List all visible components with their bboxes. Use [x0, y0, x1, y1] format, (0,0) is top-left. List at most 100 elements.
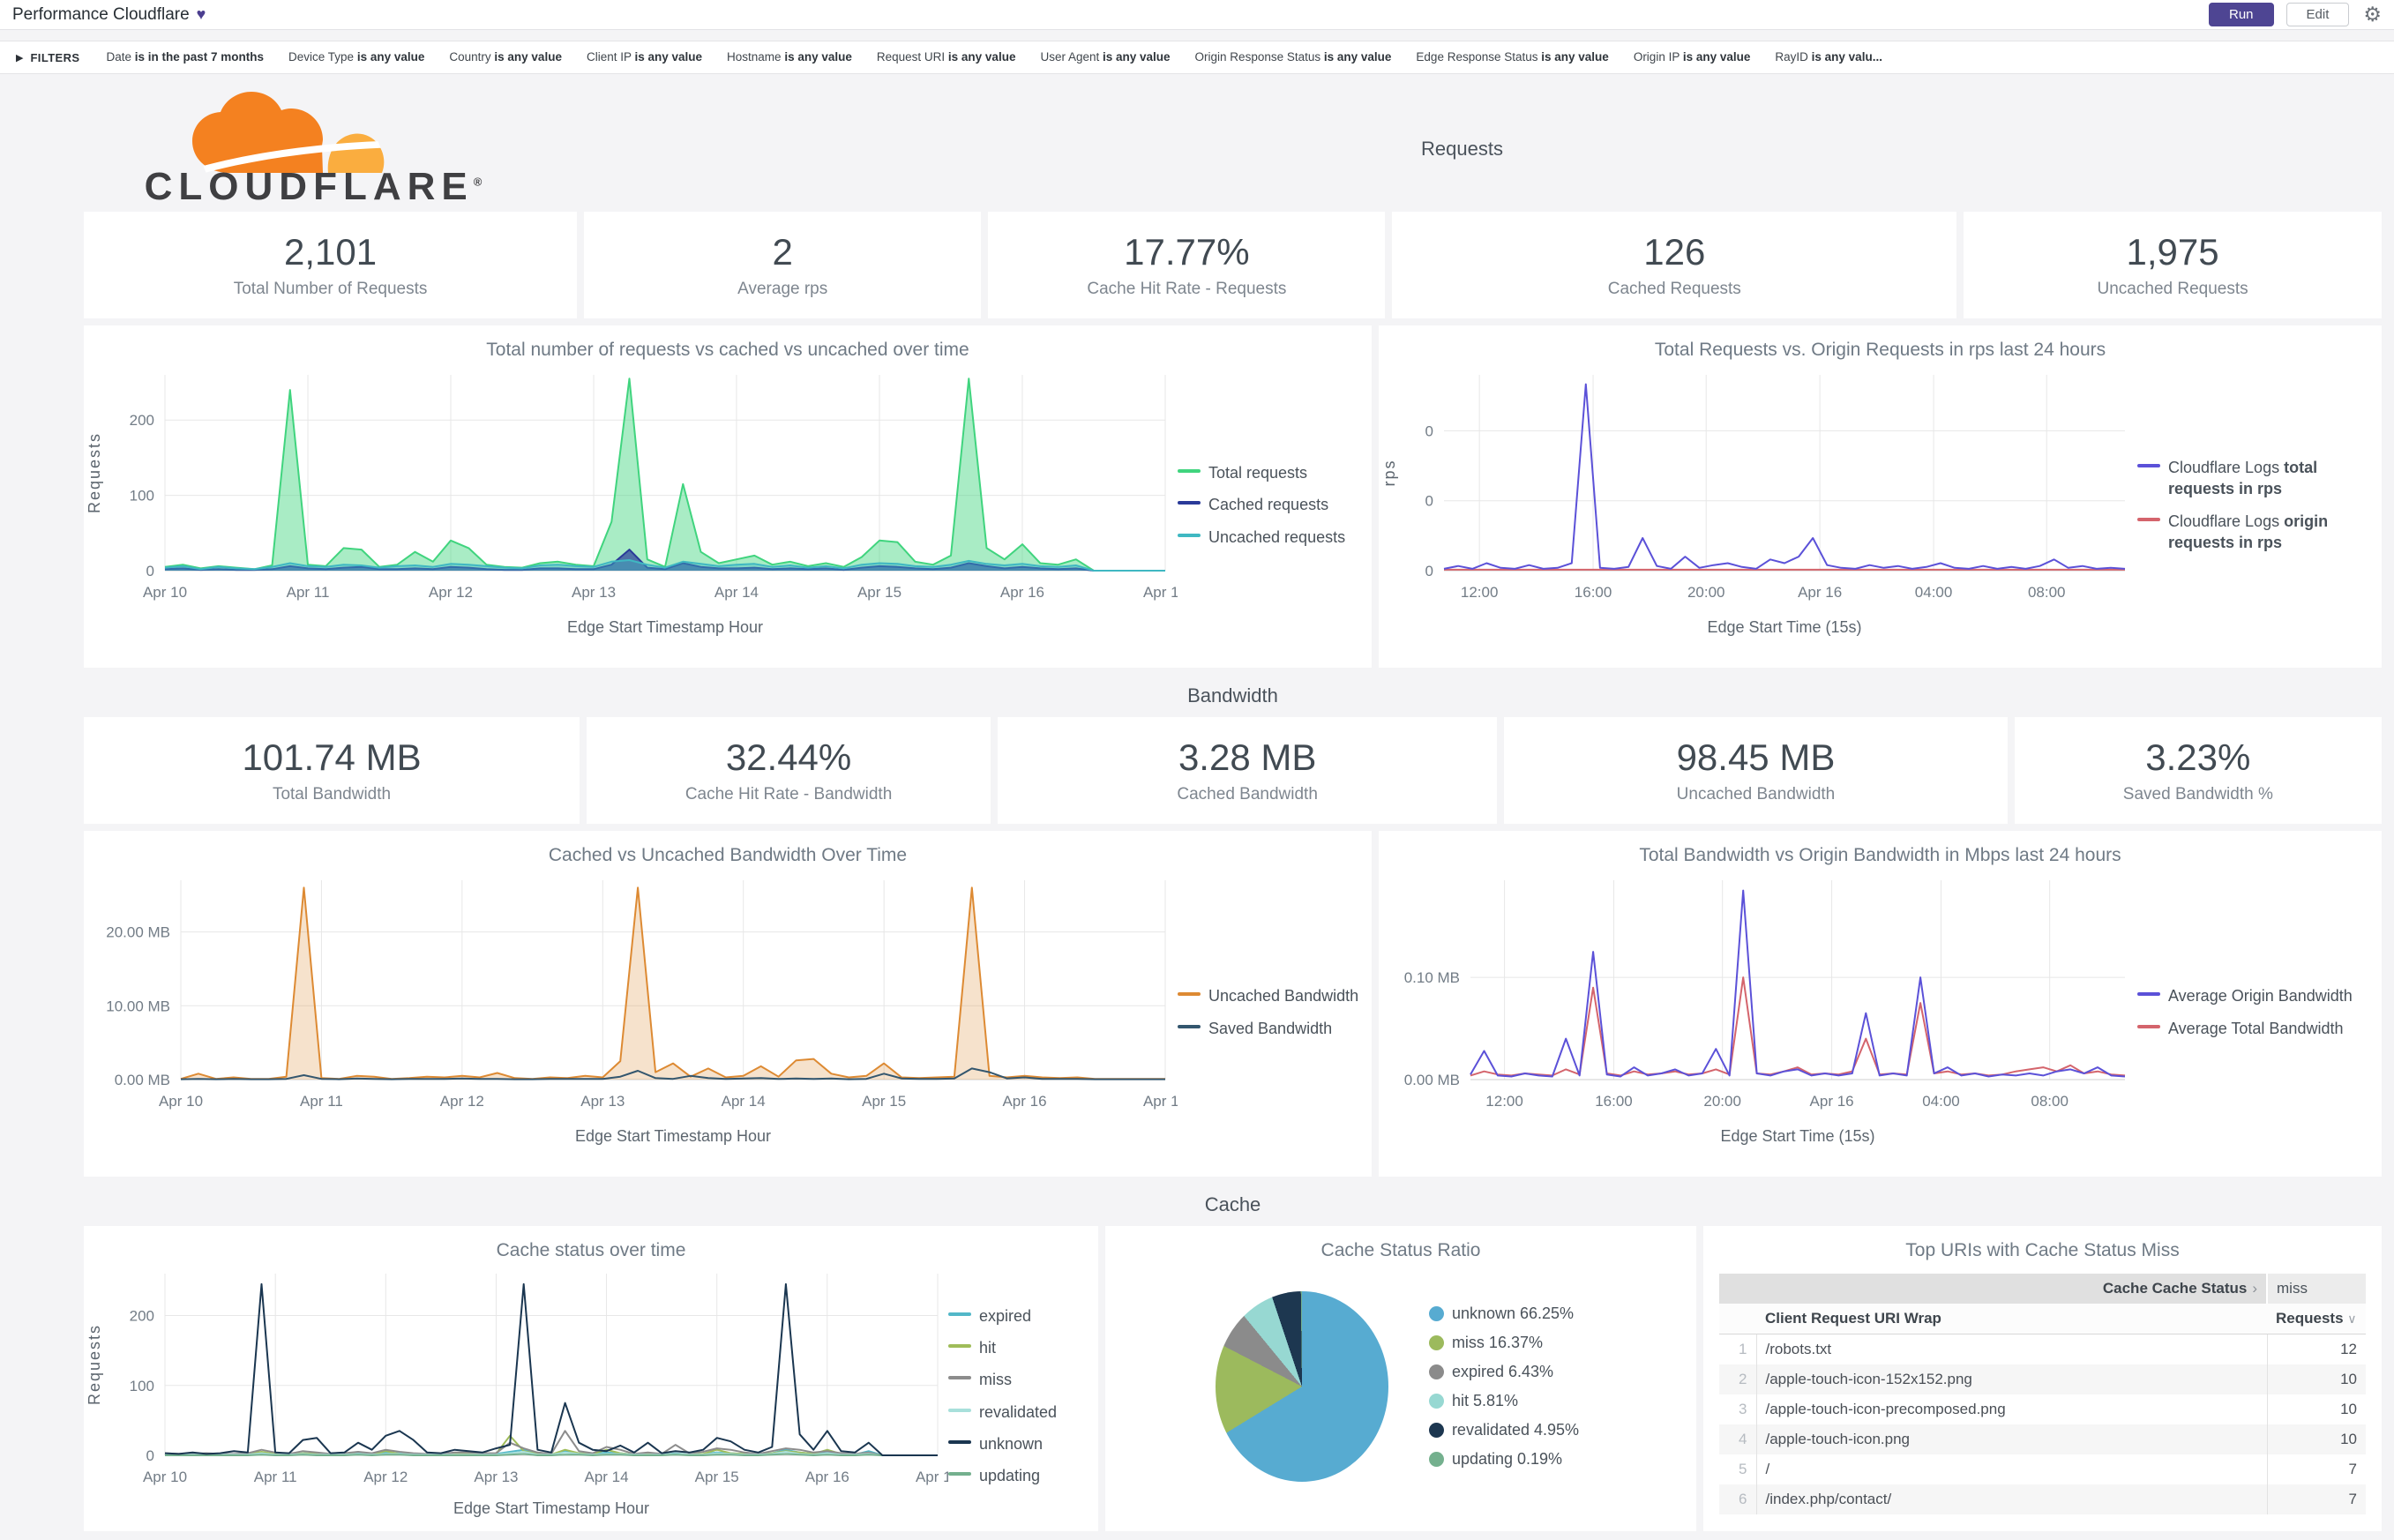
- svg-text:0: 0: [1425, 422, 1433, 439]
- table-row: 4/apple-touch-icon.png 10: [1719, 1424, 2366, 1454]
- legend-item[interactable]: expired: [948, 1305, 1057, 1327]
- filter-chip[interactable]: Request URI is any value: [876, 50, 1016, 64]
- legend-label: Saved Bandwidth: [1208, 1019, 1333, 1037]
- kpi-tile[interactable]: 2 Average rps: [584, 212, 982, 318]
- kpi-tile[interactable]: 2,101 Total Number of Requests: [84, 212, 578, 318]
- uri-cell[interactable]: /index.php/contact/: [1765, 1491, 1892, 1507]
- filter-chip[interactable]: Hostname is any value: [727, 50, 852, 64]
- chart-legend: expired hit miss revalidated unknown updating: [948, 1305, 1064, 1487]
- bandwidth-24h-chart[interactable]: 12:00 16:00 20:00 Apr 16 04:00 08:00 0.00 MB 0.…: [1379, 866, 2137, 1158]
- pivot-field-label[interactable]: Cache Cache Status ›: [1719, 1274, 2268, 1304]
- uri-cell[interactable]: /apple-touch-icon-152x152.png: [1765, 1371, 1972, 1387]
- uri-cell[interactable]: /apple-touch-icon-precomposed.png: [1765, 1401, 2006, 1417]
- filter-chip[interactable]: RayID is any valu...: [1775, 50, 1882, 64]
- filter-chip[interactable]: Country is any value: [449, 50, 562, 64]
- table-title: Top URIs with Cache Status Miss: [1905, 1240, 2180, 1260]
- kpi-value: 3.28 MB: [1178, 736, 1317, 779]
- legend-item[interactable]: Uncached requests: [1178, 527, 1345, 548]
- requests-cell[interactable]: 7: [2266, 1454, 2366, 1484]
- uri-cell[interactable]: /robots.txt: [1765, 1341, 1832, 1357]
- bandwidth-over-time-chart[interactable]: Apr 10 Apr 11 Apr 12 Apr 13 Apr 14 Apr 15 Apr …: [84, 866, 1187, 1158]
- gear-icon[interactable]: ⚙: [2363, 3, 2382, 26]
- kpi-value: 98.45 MB: [1676, 736, 1836, 779]
- legend-item[interactable]: unknown: [948, 1433, 1057, 1454]
- table-row: 2/apple-touch-icon-152x152.png 10: [1719, 1364, 2366, 1394]
- kpi-tile[interactable]: 3.28 MB Cached Bandwidth: [998, 717, 1498, 824]
- requests-cell[interactable]: 12: [2266, 1334, 2366, 1364]
- filter-chip[interactable]: Origin Response Status is any value: [1194, 50, 1392, 64]
- filters-expand-icon[interactable]: ▶: [16, 52, 24, 64]
- legend-item[interactable]: miss: [948, 1369, 1057, 1390]
- pie-legend-item[interactable]: miss 16.37%: [1428, 1334, 1579, 1352]
- uri-cell[interactable]: /apple-touch-icon.png: [1765, 1431, 1911, 1447]
- pie-legend-item[interactable]: unknown 66.25%: [1428, 1305, 1579, 1323]
- svg-text:Apr 12: Apr 12: [429, 584, 473, 601]
- svg-text:100: 100: [130, 1378, 154, 1394]
- requests-cell[interactable]: 7: [2266, 1484, 2366, 1514]
- uri-cell[interactable]: /: [1765, 1461, 1770, 1477]
- legend-swatch: [2137, 1024, 2160, 1028]
- uri-column-header[interactable]: Client Request URI Wrap: [1756, 1304, 2267, 1334]
- filter-chip[interactable]: Edge Response Status is any value: [1416, 50, 1609, 64]
- kpi-value: 3.23%: [2145, 736, 2251, 779]
- legend-item[interactable]: revalidated: [948, 1402, 1057, 1423]
- kpi-label: Cached Bandwidth: [1177, 784, 1318, 804]
- pie-legend-item[interactable]: expired 6.43%: [1428, 1363, 1579, 1381]
- legend-label: hit: [979, 1338, 997, 1357]
- svg-text:Apr 11: Apr 11: [254, 1469, 297, 1485]
- svg-text:Edge Start Time (15s): Edge Start Time (15s): [1720, 1127, 1874, 1145]
- requests-cell[interactable]: 10: [2266, 1424, 2366, 1454]
- pie-legend-item[interactable]: revalidated 4.95%: [1428, 1421, 1579, 1439]
- requests-cell[interactable]: 10: [2266, 1364, 2366, 1394]
- svg-text:Apr 13: Apr 13: [572, 584, 616, 601]
- filter-chip[interactable]: Device Type is any value: [288, 50, 425, 64]
- filter-chip[interactable]: Client IP is any value: [586, 50, 703, 64]
- requests-cell[interactable]: 10: [2266, 1394, 2366, 1424]
- kpi-tile[interactable]: 98.45 MB Uncached Bandwidth: [1504, 717, 2008, 824]
- chart-title: Cache status over time: [496, 1240, 686, 1260]
- pivot-value[interactable]: miss: [2267, 1274, 2366, 1304]
- requests-over-time-chart[interactable]: Apr 10 Apr 11 Apr 12 Apr 13 Apr 14 Apr 15 Apr …: [84, 361, 1187, 649]
- kpi-tile[interactable]: 17.77% Cache Hit Rate - Requests: [988, 212, 1386, 318]
- kpi-tile[interactable]: 101.74 MB Total Bandwidth: [84, 717, 580, 824]
- chart-canvas: 12:00 16:00 20:00 Apr 16 04:00 08:00 0.00 MB 0.…: [1404, 880, 2126, 1145]
- svg-text:Edge Start Timestamp Hour: Edge Start Timestamp Hour: [567, 618, 763, 636]
- legend-label: Average Total Bandwidth: [2168, 1019, 2344, 1037]
- legend-item[interactable]: updating: [948, 1465, 1057, 1486]
- legend-item[interactable]: Uncached Bandwidth: [1178, 985, 1358, 1006]
- svg-text:Apr 16: Apr 16: [1810, 1093, 1854, 1110]
- legend-item[interactable]: Cloudflare Logs total requests in rps: [2137, 457, 2358, 500]
- requests-column-header[interactable]: Requests ∨: [2267, 1304, 2366, 1334]
- legend-item[interactable]: Saved Bandwidth: [1178, 1018, 1358, 1039]
- kpi-tile[interactable]: 126 Cached Requests: [1392, 212, 1957, 318]
- svg-text:Edge Start Timestamp Hour: Edge Start Timestamp Hour: [575, 1127, 771, 1145]
- legend-swatch: [1178, 533, 1201, 537]
- pie-legend-swatch: [1428, 1423, 1444, 1438]
- kpi-tile[interactable]: 32.44% Cache Hit Rate - Bandwidth: [587, 717, 991, 824]
- run-button[interactable]: Run: [2208, 3, 2274, 26]
- legend-item[interactable]: hit: [948, 1337, 1057, 1358]
- edit-button[interactable]: Edit: [2286, 3, 2350, 26]
- sort-desc-icon: ∨: [2347, 1312, 2357, 1326]
- legend-item[interactable]: Total requests: [1178, 462, 1345, 483]
- filter-chip[interactable]: Date is in the past 7 months: [106, 50, 265, 64]
- legend-item[interactable]: Cached requests: [1178, 494, 1345, 515]
- bandwidth-chart-row: Cached vs Uncached Bandwidth Over Time A…: [84, 831, 2382, 1177]
- legend-item[interactable]: Cloudflare Logs origin requests in rps: [2137, 511, 2358, 554]
- chart-legend: Cloudflare Logs total requests in rps Clo…: [2137, 457, 2365, 553]
- kpi-tile[interactable]: 3.23% Saved Bandwidth %: [2014, 717, 2382, 824]
- svg-text:Apr 10: Apr 10: [159, 1093, 203, 1110]
- cache-status-over-time-chart[interactable]: Apr 10 Apr 11 Apr 12 Apr 13 Apr 14 Apr 15 Apr …: [84, 1261, 960, 1530]
- chart-legend: Average Origin Bandwidth Average Total Ba…: [2137, 985, 2360, 1039]
- legend-item[interactable]: Average Total Bandwidth: [2137, 1018, 2353, 1039]
- svg-text:20.00 MB: 20.00 MB: [106, 924, 170, 941]
- filter-chip[interactable]: User Agent is any value: [1040, 50, 1171, 64]
- legend-item[interactable]: Average Origin Bandwidth: [2137, 985, 2353, 1006]
- rps-24h-chart[interactable]: 12:00 16:00 20:00 Apr 16 04:00 08:00 0 0 0 Edge S…: [1379, 361, 2137, 649]
- svg-text:0: 0: [1425, 493, 1433, 510]
- cache-status-ratio-pie[interactable]: [1215, 1291, 1388, 1482]
- pie-legend-item[interactable]: updating 0.19%: [1428, 1450, 1579, 1469]
- kpi-tile[interactable]: 1,975 Uncached Requests: [1964, 212, 2382, 318]
- pie-legend-item[interactable]: hit 5.81%: [1428, 1392, 1579, 1410]
- filter-chip[interactable]: Origin IP is any value: [1633, 50, 1751, 64]
